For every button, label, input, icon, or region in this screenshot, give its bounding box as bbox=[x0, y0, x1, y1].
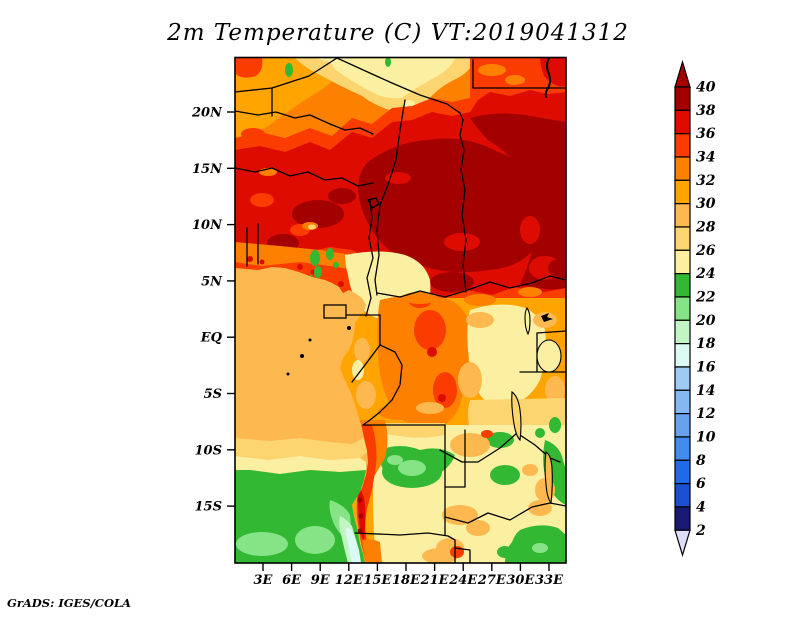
colorbar-cell bbox=[674, 296, 691, 321]
colorbar-arrow-top bbox=[674, 59, 691, 88]
colorbar-cell bbox=[674, 249, 691, 275]
lat-tick-label: 15N bbox=[192, 162, 223, 177]
lat-axis: 20N 15N 10N 5N EQ 5S 10S 15S bbox=[191, 106, 235, 515]
lon-tick-label: 21E bbox=[420, 573, 450, 588]
colorbar-cell bbox=[674, 319, 691, 345]
colorbar-label: 12 bbox=[696, 406, 716, 422]
colorbar-cell bbox=[674, 483, 691, 508]
colorbar-cell bbox=[674, 203, 691, 228]
plot-title: 2m Temperature (C) VT:2019041312 bbox=[166, 20, 629, 46]
colorbar: 40 38 36 34 32 30 28 26 24 22 20 18 16 1… bbox=[674, 59, 716, 558]
lon-axis: 3E 6E 9E 12E 15E 18E 21E 24E 27E 30E 33E bbox=[254, 563, 564, 588]
lon-tick-label: 9E bbox=[311, 573, 331, 588]
colorbar-label: 28 bbox=[695, 220, 716, 236]
colorbar-label: 6 bbox=[696, 476, 706, 492]
lake-albert bbox=[524, 307, 531, 336]
colorbar-cell bbox=[674, 226, 691, 251]
colorbar-label: 22 bbox=[695, 290, 716, 306]
colorbar-label: 36 bbox=[696, 126, 716, 142]
lon-tick-label: 27E bbox=[477, 573, 507, 588]
colorbar-label: 18 bbox=[696, 336, 716, 352]
colorbar-arrow-bottom bbox=[674, 529, 691, 558]
colorbar-cell bbox=[674, 436, 691, 461]
lake-victoria bbox=[536, 339, 562, 373]
colorbar-label: 20 bbox=[695, 313, 716, 329]
colorbar-label: 38 bbox=[696, 103, 716, 119]
island-dot bbox=[286, 372, 290, 376]
colorbar-label: 40 bbox=[696, 80, 716, 96]
lon-tick-label: 30E bbox=[506, 573, 535, 588]
colorbar-label: 10 bbox=[696, 429, 716, 445]
colorbar-cell bbox=[674, 366, 691, 391]
map-frame bbox=[234, 56, 567, 564]
colorbar-label: 30 bbox=[696, 196, 716, 212]
colorbar-cell bbox=[674, 86, 691, 111]
island-dot bbox=[347, 326, 351, 330]
lake-kyoga bbox=[541, 313, 553, 322]
colorbar-label: 24 bbox=[695, 266, 715, 282]
lat-tick-label: EQ bbox=[200, 331, 223, 346]
colorbar-cell bbox=[674, 459, 691, 485]
colorbar-label: 16 bbox=[696, 360, 716, 376]
colorbar-label: 26 bbox=[695, 243, 716, 259]
lat-tick-label: 5N bbox=[201, 274, 223, 289]
lon-tick-label: 24E bbox=[448, 573, 478, 588]
colorbar-label: 14 bbox=[696, 383, 715, 399]
lat-tick-label: 10S bbox=[195, 443, 222, 458]
island-dot bbox=[300, 354, 304, 358]
colorbar-cell bbox=[674, 389, 691, 415]
grads-attribution: GrADS: IGES/COLA bbox=[7, 596, 131, 610]
lon-tick-label: 15E bbox=[363, 573, 392, 588]
lat-tick-label: 15S bbox=[195, 500, 222, 515]
lat-tick-label: 20N bbox=[191, 106, 223, 121]
colorbar-label: 4 bbox=[696, 499, 706, 515]
colorbar-cell bbox=[674, 133, 691, 158]
colorbar-cell bbox=[674, 506, 691, 531]
lake-tanganyika bbox=[511, 391, 522, 442]
lat-tick-label: 10N bbox=[192, 218, 223, 233]
colorbar-cell bbox=[674, 179, 691, 205]
lon-tick-label: 33E bbox=[535, 573, 564, 588]
temperature-field bbox=[235, 57, 566, 563]
colorbar-label: 2 bbox=[695, 523, 706, 539]
colorbar-label: 8 bbox=[696, 453, 706, 469]
colorbar-cell bbox=[674, 413, 691, 438]
colorbar-label: 32 bbox=[696, 173, 716, 189]
lat-tick-label: 5S bbox=[204, 387, 222, 402]
colorbar-label: 34 bbox=[696, 150, 715, 166]
colorbar-cell bbox=[674, 109, 691, 135]
lon-tick-label: 12E bbox=[335, 573, 364, 588]
colorbar-cell bbox=[674, 343, 691, 368]
lon-tick-label: 6E bbox=[282, 573, 302, 588]
lake-malawi bbox=[544, 451, 553, 505]
lon-tick-label: 18E bbox=[392, 573, 421, 588]
country-borders bbox=[235, 57, 566, 563]
colorbar-cell bbox=[674, 156, 691, 181]
lon-tick-label: 3E bbox=[254, 573, 274, 588]
island-dot bbox=[308, 338, 312, 342]
colorbar-cell bbox=[674, 273, 691, 298]
